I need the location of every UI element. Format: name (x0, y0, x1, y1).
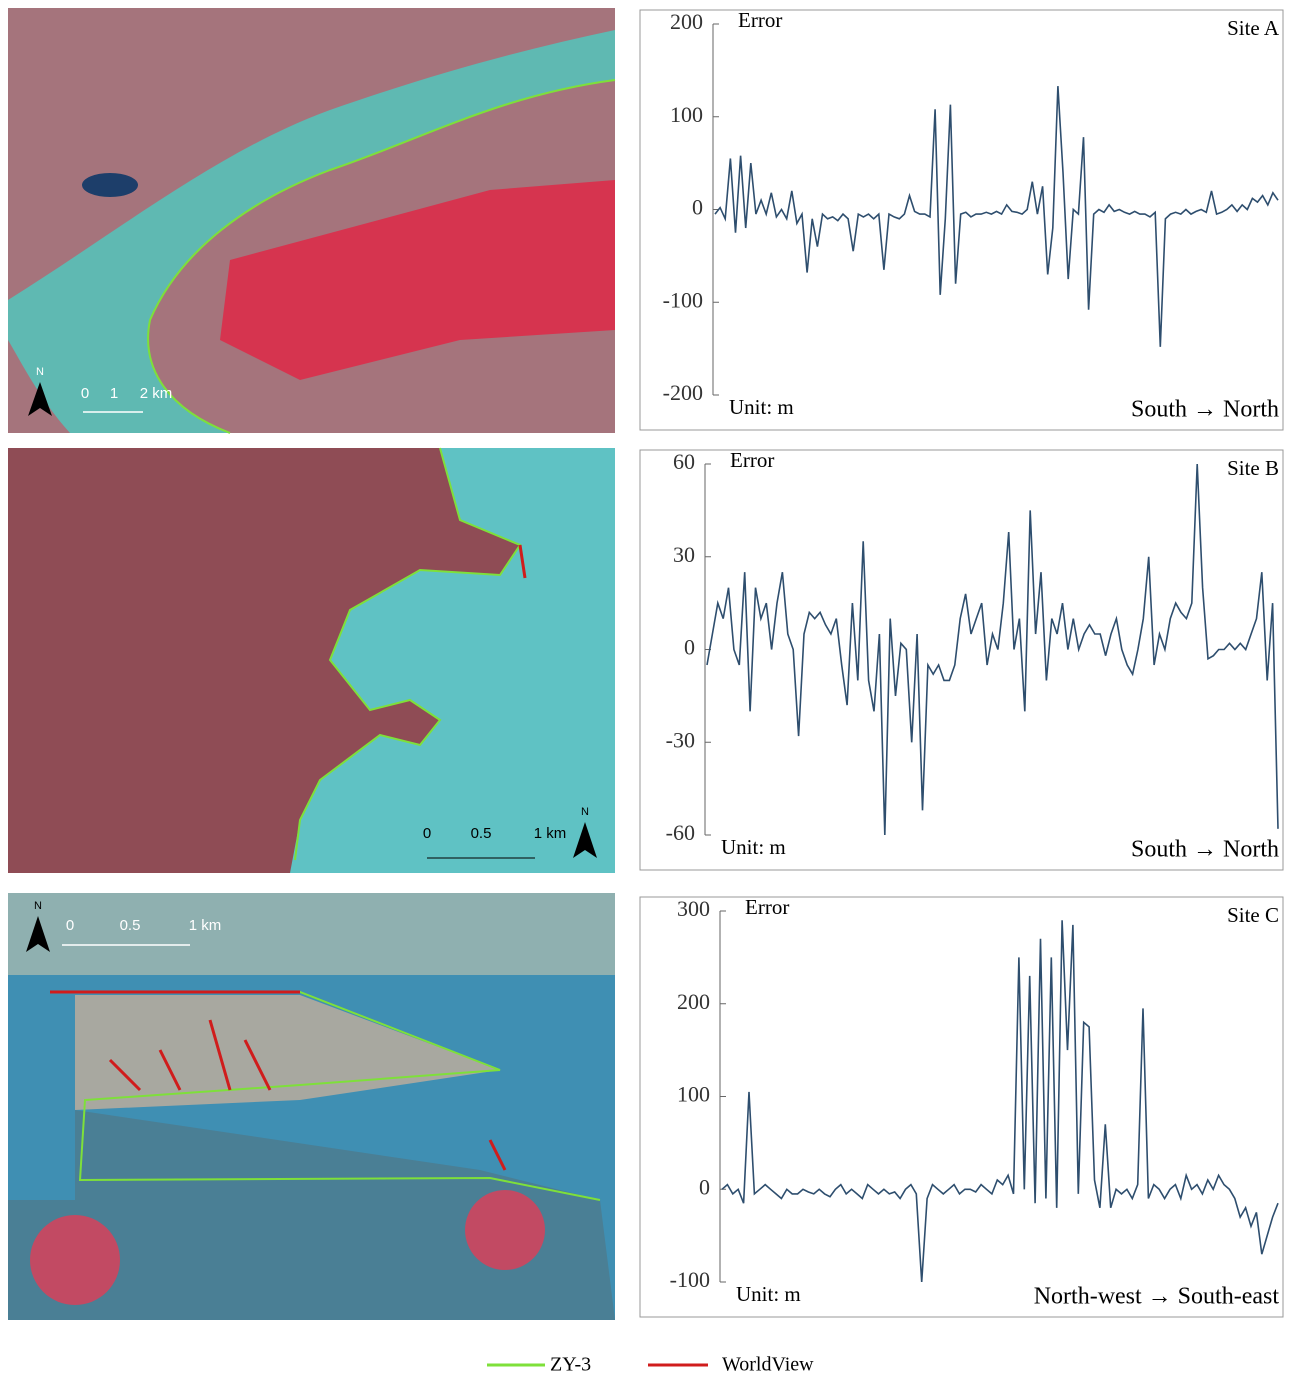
y-tick-label: -60 (666, 820, 695, 845)
x-axis-title: South → North (1131, 397, 1279, 423)
scale-label: 0 (81, 385, 89, 402)
y-tick-label: -100 (663, 287, 703, 312)
map-site-b: 0 0.5 1 km N (8, 448, 615, 873)
error-line (715, 86, 1278, 347)
y-tick-label: 200 (677, 989, 710, 1014)
scale-label: 1 km (189, 917, 222, 934)
chart-frame (640, 450, 1283, 870)
unit-annotation: Unit: m (721, 835, 786, 859)
y-tick-label: -100 (670, 1267, 710, 1292)
scale-label: 2 km (140, 385, 173, 402)
y-axis-title: Error (738, 8, 782, 32)
map-site-a: 0 1 2 km N (8, 8, 615, 433)
x-axis-title: South → North (1131, 837, 1279, 863)
chart-title: Site C (1227, 903, 1279, 927)
scale-label: 1 (110, 385, 118, 402)
y-tick-label: -30 (666, 727, 695, 752)
north-label: N (34, 900, 42, 912)
scale-label: 0.5 (120, 917, 141, 934)
map-site-c: 0 0.5 1 km N (8, 893, 615, 1320)
y-tick-label: 60 (673, 449, 695, 474)
scale-label: 0 (66, 917, 74, 934)
y-tick-label: 100 (677, 1082, 710, 1107)
lake (82, 173, 138, 197)
error-line (707, 464, 1278, 835)
unit-annotation: Unit: m (736, 1282, 801, 1306)
y-tick-label: 300 (677, 896, 710, 921)
scale-label: 0.5 (471, 825, 492, 842)
tidal-flat (8, 893, 615, 975)
chart-frame (640, 897, 1283, 1317)
chart-title: Site A (1227, 16, 1280, 40)
y-tick-label: 0 (684, 635, 695, 660)
y-tick-label: 100 (670, 102, 703, 127)
y-tick-label: 30 (673, 542, 695, 567)
y-tick-label: 200 (670, 9, 703, 34)
figure: 0 1 2 km N 0 0.5 1 km N 0 0.5 1 km N ZY-… (0, 0, 1290, 1378)
y-tick-label: -200 (663, 380, 703, 405)
hill (30, 1215, 120, 1305)
north-label: N (36, 366, 44, 378)
legend-label: ZY-3 (550, 1354, 591, 1376)
y-axis-title: Error (730, 448, 774, 472)
chart-title: Site B (1227, 456, 1279, 480)
x-axis-title: North-west → South-east (1034, 1284, 1280, 1310)
hill (465, 1190, 545, 1270)
unit-annotation: Unit: m (729, 395, 794, 419)
y-tick-label: 0 (699, 1174, 710, 1199)
y-tick-label: 0 (692, 195, 703, 220)
legend-label: WorldView (722, 1354, 814, 1376)
scale-label: 0 (423, 825, 431, 842)
error-line (722, 920, 1278, 1282)
y-axis-title: Error (745, 895, 789, 919)
scale-label: 1 km (534, 825, 567, 842)
north-label: N (581, 806, 589, 818)
